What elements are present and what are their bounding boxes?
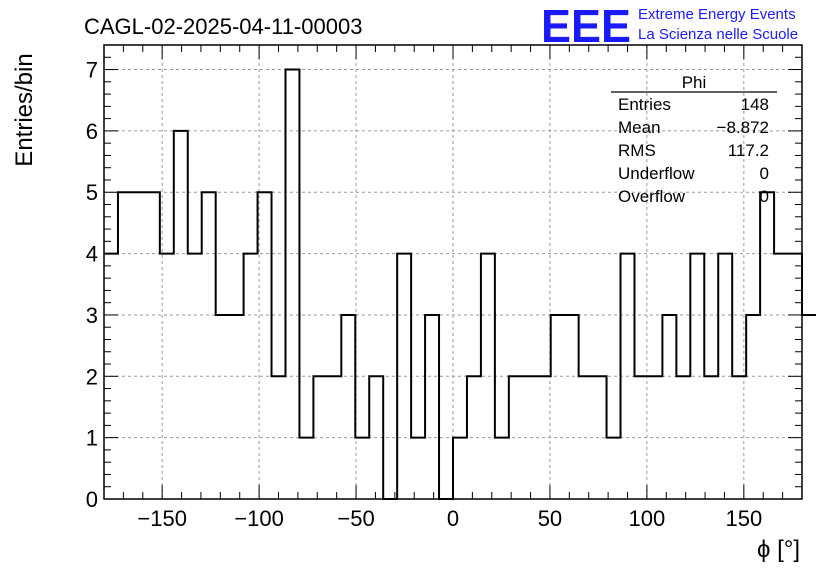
y-tick-label: 4	[86, 242, 98, 267]
histogram-bin	[341, 315, 355, 499]
histogram-bin	[732, 376, 746, 499]
y-tick-label: 6	[86, 119, 98, 144]
histogram-bin	[411, 438, 425, 499]
histogram-bin	[132, 192, 146, 499]
histogram-bin	[216, 315, 230, 499]
histogram-bin	[188, 254, 202, 499]
histogram-bin	[676, 376, 690, 499]
histogram-bin	[397, 254, 411, 499]
stats-row-value: 117.2	[728, 141, 769, 160]
stats-row-value: 148	[741, 95, 769, 114]
histogram-bin	[760, 192, 774, 499]
histogram-bin	[579, 376, 593, 499]
histogram	[104, 68, 816, 500]
histogram-bin	[425, 315, 439, 499]
histogram-bin	[648, 376, 662, 499]
histogram-bin	[299, 438, 313, 499]
histogram-bin	[593, 376, 607, 499]
stats-row-label: RMS	[618, 141, 656, 160]
histogram-bin	[369, 376, 383, 499]
histogram-bin	[146, 192, 160, 499]
histogram-bin	[118, 192, 132, 499]
x-tick-label: 150	[725, 506, 762, 531]
histogram-bin	[523, 376, 537, 499]
histogram-bin	[355, 438, 369, 499]
histogram-bin	[258, 192, 272, 499]
stats-row-overflow: Overflow 0	[618, 187, 769, 206]
axis-ticks	[103, 44, 803, 500]
histogram-bin	[690, 254, 704, 499]
histogram-bin	[313, 376, 327, 499]
y-tick-labels: 0 1 2 3 4 5 6 7	[86, 58, 98, 512]
histogram-bin	[537, 376, 551, 499]
histogram-outline	[104, 68, 816, 500]
histogram-bin	[704, 376, 718, 499]
histogram-bin	[565, 315, 579, 499]
histogram-bin	[621, 254, 635, 499]
histogram-bin	[774, 254, 788, 499]
stats-row-label: Entries	[618, 95, 671, 114]
x-tick-label: −50	[337, 506, 374, 531]
y-tick-label: 7	[86, 58, 98, 83]
histogram-bin	[662, 315, 676, 499]
stats-row-value: 0	[760, 164, 769, 183]
histogram-bin	[327, 376, 341, 499]
histogram-bin	[495, 438, 509, 499]
histogram-bin	[607, 438, 621, 499]
y-tick-label: 5	[86, 180, 98, 205]
histogram-bin	[272, 376, 286, 499]
stats-row-rms: RMS 117.2	[618, 141, 769, 160]
stats-box: Phi Entries 148 Mean −8.872 RMS 117.2 Un…	[611, 73, 777, 206]
stats-row-label: Overflow	[618, 187, 686, 206]
histogram-bin	[634, 376, 648, 499]
histogram-bin	[509, 376, 523, 499]
x-axis-title: ϕ [°]	[757, 536, 800, 563]
histogram-bin	[160, 254, 174, 499]
histogram-bin	[453, 438, 467, 499]
x-tick-label: 50	[538, 506, 562, 531]
stats-row-value: 0	[760, 187, 769, 206]
histogram-bin	[230, 315, 244, 499]
x-tick-label: 0	[447, 506, 459, 531]
histogram-bin	[285, 70, 299, 499]
chart-title: CAGL-02-2025-04-11-00003	[84, 14, 362, 39]
y-tick-label: 1	[86, 426, 98, 451]
stats-row-underflow: Underflow 0	[618, 164, 769, 183]
eee-logo: EEE Extreme Energy Events La Scienza nel…	[541, 0, 798, 52]
y-tick-label: 2	[86, 364, 98, 389]
histogram-bin	[551, 315, 565, 499]
x-tick-label: −100	[234, 506, 284, 531]
x-tick-labels: −150 −100 −50 0 50 100 150	[137, 506, 762, 531]
x-tick-label: −150	[137, 506, 187, 531]
histogram-bin	[481, 254, 495, 499]
y-tick-label: 3	[86, 303, 98, 328]
histogram-bin	[202, 192, 216, 499]
stats-row-entries: Entries 148	[618, 95, 769, 114]
histogram-bin	[244, 254, 258, 499]
histogram-bin	[718, 254, 732, 499]
x-tick-label: 100	[629, 506, 666, 531]
stats-row-label: Mean	[618, 118, 661, 137]
y-tick-label: 0	[86, 487, 98, 512]
histogram-bin	[467, 376, 481, 499]
histogram-bin	[174, 131, 188, 499]
histogram-bin	[746, 315, 760, 499]
y-axis-title: Entries/bin	[11, 53, 38, 166]
stats-title: Phi	[682, 73, 707, 92]
logo-mark: EEE	[541, 0, 631, 52]
logo-line-2: La Scienza nelle Scuole	[638, 26, 798, 43]
stats-row-mean: Mean −8.872	[618, 118, 769, 137]
stats-row-value: −8.872	[717, 118, 769, 137]
logo-line-1: Extreme Energy Events	[638, 6, 796, 23]
histogram-bin	[802, 315, 816, 499]
stats-row-label: Underflow	[618, 164, 695, 183]
